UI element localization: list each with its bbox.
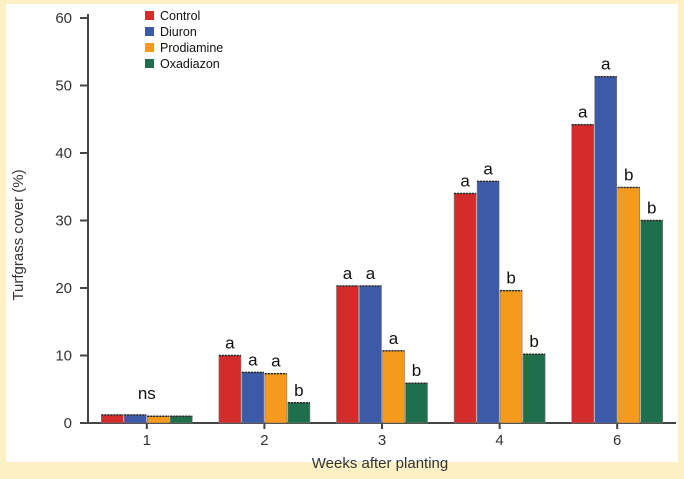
y-tick-label: 40 — [55, 145, 72, 162]
significance-letter: b — [647, 199, 656, 218]
x-tick-label: 6 — [613, 432, 621, 449]
bar — [382, 350, 405, 424]
bar — [264, 373, 288, 424]
significance-letter: b — [529, 332, 538, 351]
significance-letter: b — [294, 381, 303, 400]
significance-letter: a — [389, 329, 399, 348]
legend-swatch — [145, 11, 154, 20]
significance-letter: a — [271, 352, 281, 371]
y-tick-label: 0 — [64, 415, 72, 432]
y-tick-label: 60 — [55, 10, 72, 27]
significance-letter: a — [366, 264, 376, 283]
group-annotation: ns — [138, 384, 156, 403]
legend-swatch — [145, 59, 154, 68]
axes: 0 10 20 30 40 50 60 1 2 3 4 6 — [55, 10, 676, 449]
legend: Control Diuron Prodiamine Oxadiazon — [145, 9, 223, 71]
bar — [405, 382, 428, 424]
significance-letter: a — [578, 103, 588, 122]
bar — [476, 181, 500, 424]
bar — [101, 414, 124, 424]
bar — [499, 290, 523, 424]
bar — [640, 220, 664, 424]
legend-label: Control — [160, 9, 200, 23]
significance-letter: b — [624, 165, 633, 184]
bars — [101, 76, 664, 424]
x-tick-label: 2 — [260, 432, 268, 449]
y-tick-label: 20 — [55, 280, 72, 297]
x-tick-label: 4 — [495, 432, 503, 449]
bar — [571, 124, 595, 424]
y-axis-title: Turfgrass cover (%) — [10, 169, 27, 300]
x-tick-label: 3 — [378, 432, 386, 449]
bar — [359, 285, 382, 424]
y-tick-label: 10 — [55, 348, 72, 365]
x-tick-label: 1 — [143, 432, 151, 449]
significance-letter: a — [460, 172, 470, 191]
bar — [147, 415, 170, 424]
legend-swatch — [145, 43, 154, 52]
significance-letter: a — [343, 264, 353, 283]
legend-label: Oxadiazon — [160, 57, 220, 71]
significance-letter: a — [601, 55, 611, 74]
x-axis-title: Weeks after planting — [312, 455, 448, 472]
bar — [453, 193, 477, 424]
bar — [594, 76, 618, 424]
significance-letter: a — [248, 350, 258, 369]
bar — [336, 285, 359, 424]
bar — [170, 415, 193, 424]
legend-label: Prodiamine — [160, 41, 223, 55]
bar — [522, 353, 546, 424]
bar — [218, 355, 242, 424]
significance-letter: b — [506, 269, 515, 288]
legend-swatch — [145, 27, 154, 36]
significance-letter: a — [483, 159, 493, 178]
significance-letter: a — [225, 334, 235, 353]
y-tick-label: 30 — [55, 213, 72, 230]
bar — [287, 402, 311, 424]
bar — [241, 372, 265, 424]
bar — [617, 187, 641, 424]
y-tick-label: 50 — [55, 78, 72, 95]
significance-letter: b — [412, 361, 421, 380]
legend-label: Diuron — [160, 25, 197, 39]
bar — [124, 414, 147, 424]
